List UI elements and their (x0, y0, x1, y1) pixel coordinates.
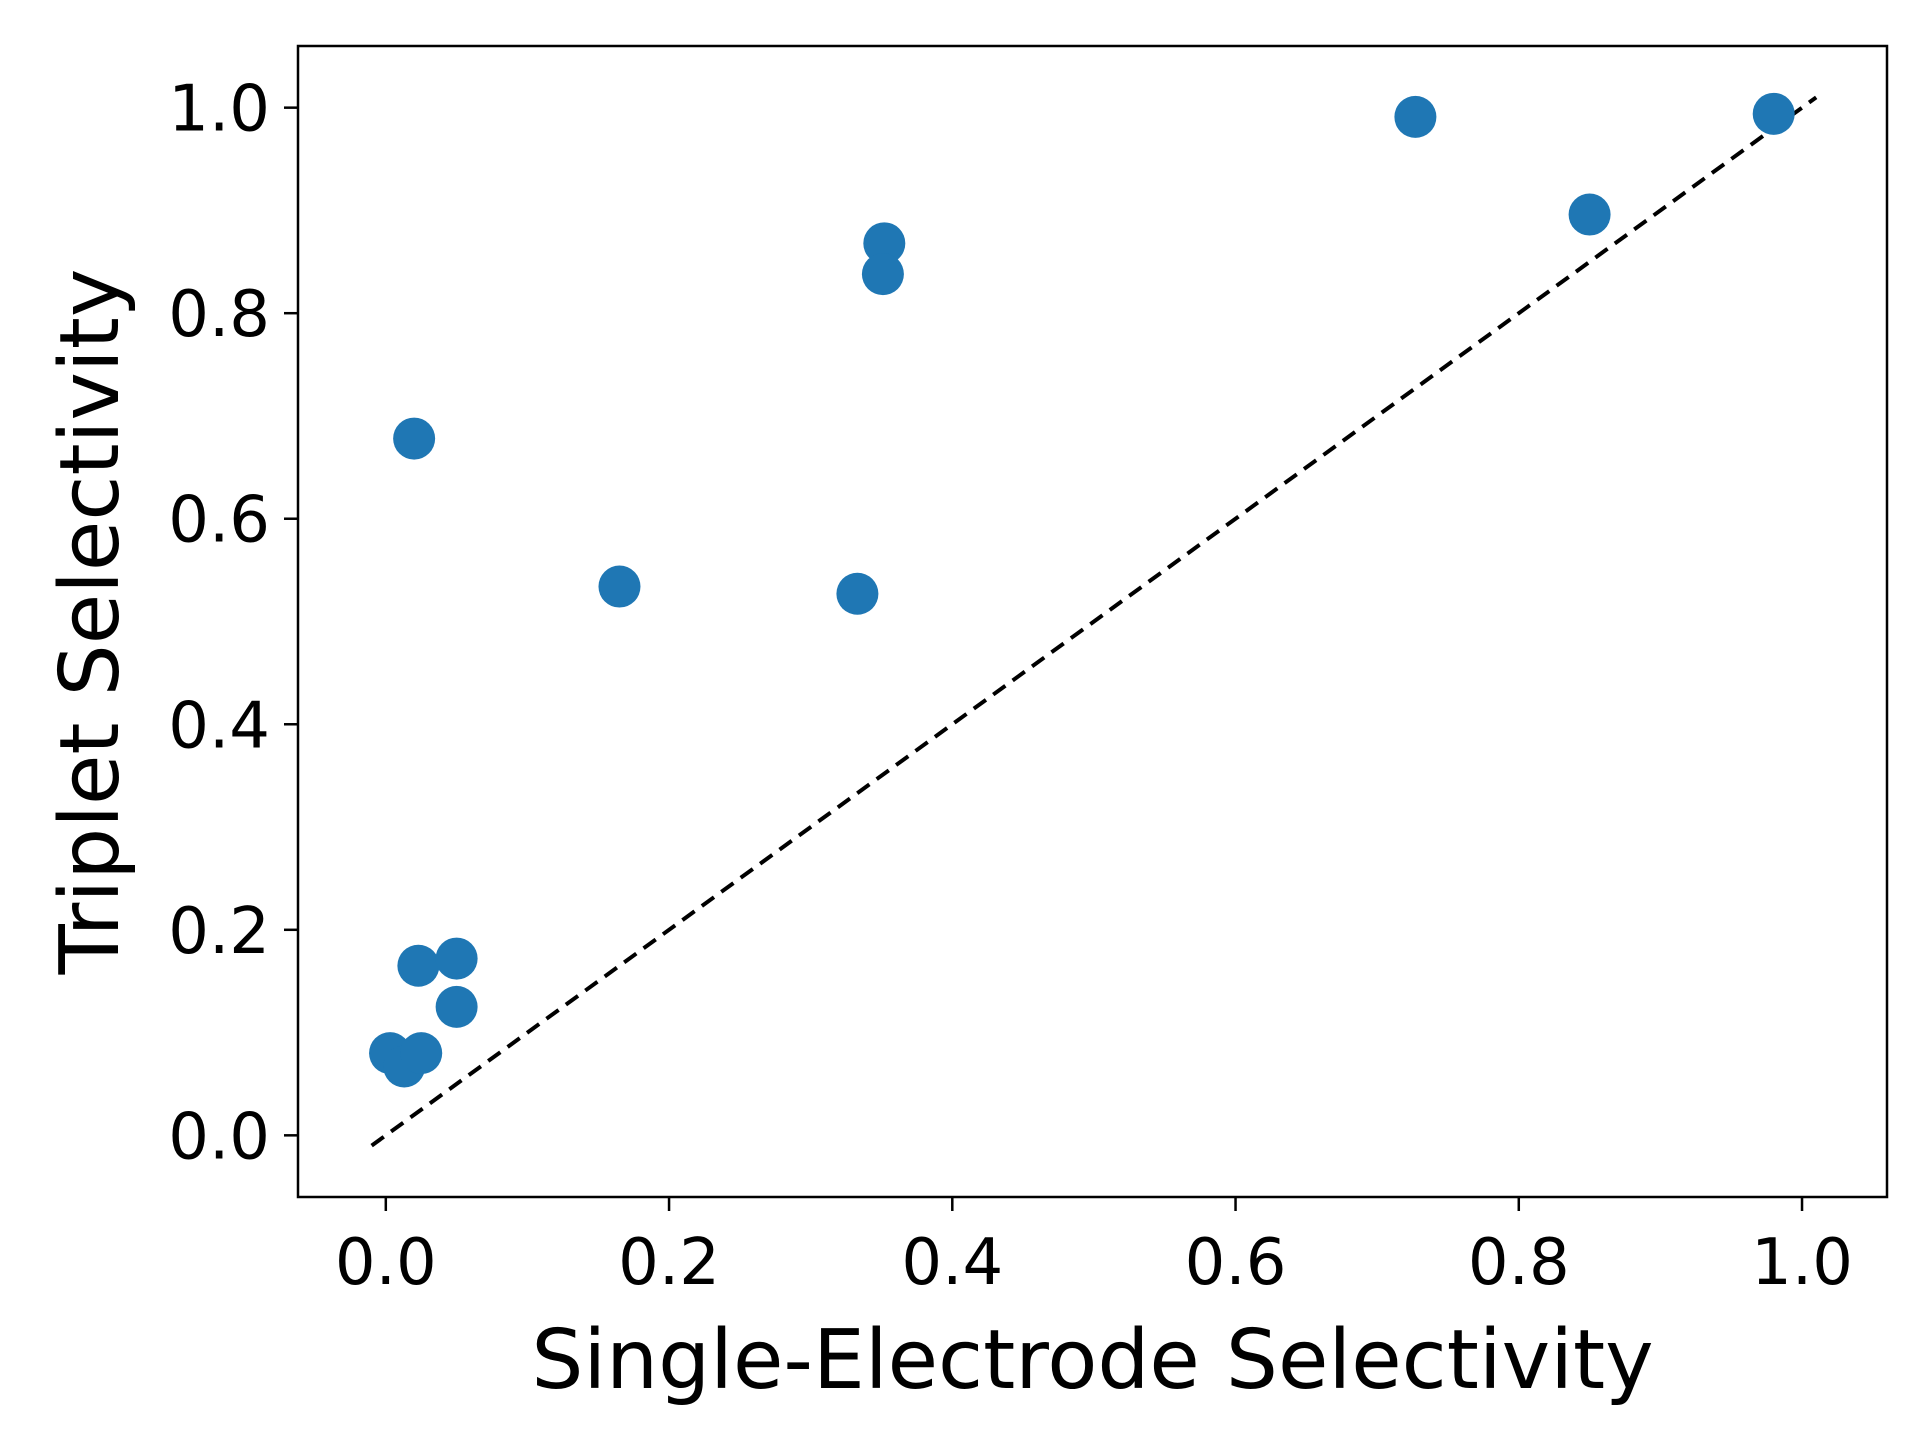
x-axis-label: Single-Electrode Selectivity (531, 1313, 1653, 1408)
data-point (1394, 95, 1437, 138)
y-tick-label: 0.6 (168, 484, 270, 558)
data-point (393, 417, 436, 460)
data-points-layer (369, 92, 1795, 1088)
data-point (1752, 92, 1795, 135)
data-point (863, 222, 906, 265)
data-point (400, 1032, 443, 1075)
x-tick-label: 0.0 (335, 1226, 437, 1300)
y-axis-label: Triplet Selectivity (43, 269, 138, 976)
ticks-layer: 0.0 0.2 0.4 0.6 0.8 1.0 0.0 0.2 0.4 0.6 0.8 1.0 (168, 73, 1853, 1300)
x-tick-label: 0.4 (901, 1226, 1003, 1300)
y-tick-label: 1.0 (168, 73, 270, 147)
data-point (435, 937, 478, 980)
reference-line-layer (370, 95, 1818, 1148)
y-tick-label: 0.4 (168, 689, 270, 763)
plot-area-frame (296, 44, 1889, 1199)
data-point (598, 565, 641, 608)
data-point (397, 944, 440, 987)
x-tick-label: 0.6 (1185, 1226, 1287, 1300)
data-point (836, 572, 879, 615)
reference-diagonal-line (370, 95, 1818, 1148)
y-tick-label: 0.0 (168, 1100, 270, 1174)
y-tick-label: 0.2 (168, 895, 270, 969)
x-tick-label: 1.0 (1751, 1226, 1853, 1300)
x-tick-label: 0.2 (618, 1226, 720, 1300)
x-tick-label: 0.8 (1468, 1226, 1570, 1300)
data-point (435, 985, 478, 1028)
data-point (861, 253, 904, 296)
y-tick-label: 0.8 (168, 278, 270, 352)
data-point (1568, 193, 1611, 236)
